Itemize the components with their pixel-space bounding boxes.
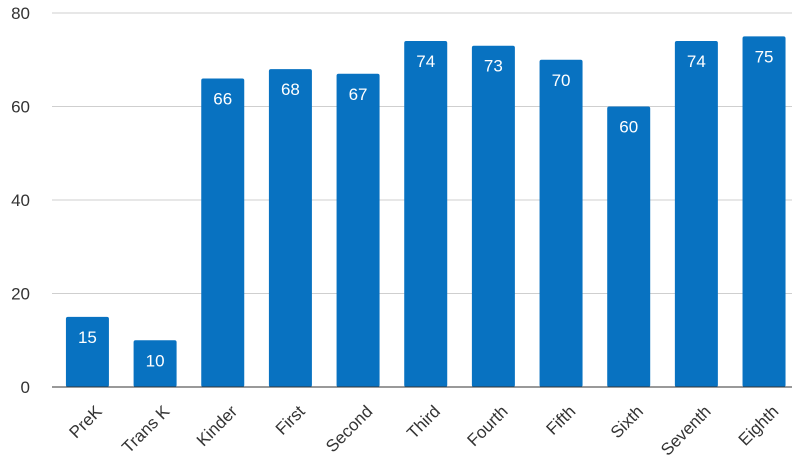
x-tick-label: Trans K — [118, 401, 174, 457]
bars — [65, 36, 786, 388]
data-labels: 15 10 66 68 67 74 73 70 60 74 75 — [78, 47, 774, 370]
data-label: 10 — [146, 351, 165, 370]
x-tick-label: First — [272, 402, 309, 439]
y-tick-label: 40 — [11, 191, 30, 210]
y-axis-tick-labels: 0 20 40 60 80 — [11, 4, 30, 397]
y-tick-label: 20 — [11, 285, 30, 304]
bar — [201, 78, 245, 387]
x-axis-tick-labels: PreK Trans K Kinder First Second Third Fourth F… — [66, 401, 783, 458]
x-tick-label: Kinder — [193, 402, 241, 450]
bar — [674, 41, 718, 388]
y-tick-label: 0 — [21, 378, 30, 397]
bar — [607, 106, 651, 387]
bar — [471, 45, 515, 387]
bar — [539, 59, 583, 387]
data-label: 15 — [78, 328, 97, 347]
bar — [336, 73, 380, 388]
x-tick-label: Seventh — [657, 402, 715, 458]
data-label: 74 — [416, 52, 435, 71]
data-label: 75 — [755, 47, 774, 66]
bar — [133, 340, 177, 387]
data-label: 60 — [619, 118, 638, 137]
x-tick-label: Fifth — [543, 402, 580, 439]
y-tick-label: 60 — [11, 98, 30, 117]
x-tick-label: Fourth — [464, 402, 512, 450]
data-label: 73 — [484, 57, 503, 76]
y-tick-label: 80 — [11, 4, 30, 23]
bar — [268, 69, 312, 387]
bar — [65, 316, 109, 387]
data-label: 67 — [349, 85, 368, 104]
data-label: 68 — [281, 80, 300, 99]
x-tick-label: Third — [403, 402, 444, 443]
data-label: 70 — [552, 71, 571, 90]
bar — [404, 41, 448, 388]
x-tick-label: Sixth — [607, 402, 647, 442]
data-label: 66 — [213, 89, 232, 108]
x-tick-label: Second — [322, 402, 376, 456]
x-tick-label: PreK — [66, 401, 107, 442]
x-tick-label: Eighth — [735, 402, 783, 450]
data-label: 74 — [687, 52, 706, 71]
bar — [742, 36, 786, 387]
